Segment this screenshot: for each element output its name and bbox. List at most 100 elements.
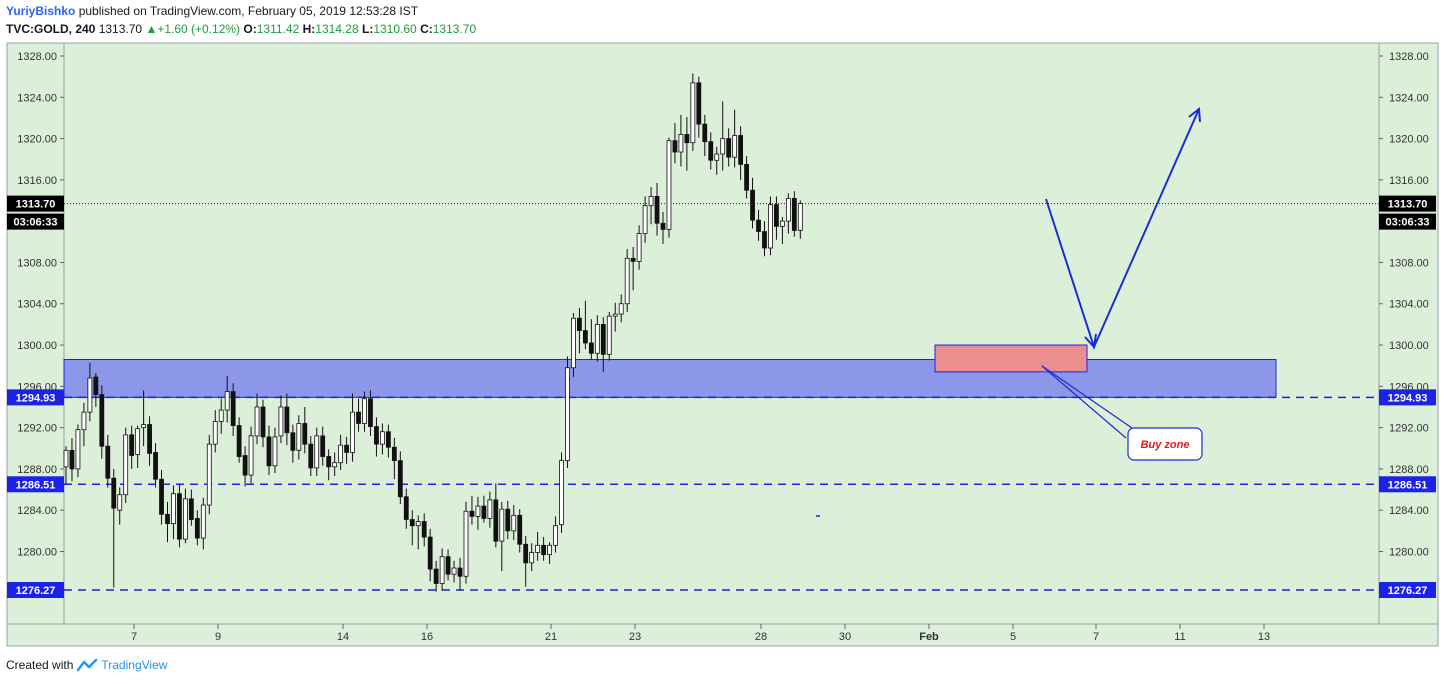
y-tick-label: 1324.00 bbox=[17, 92, 57, 104]
y-tick-label: 1284.00 bbox=[17, 505, 57, 517]
tradingview-brand[interactable]: TradingView bbox=[101, 658, 168, 672]
candle-up bbox=[618, 303, 624, 315]
y-tick-label: 1308.00 bbox=[17, 257, 57, 269]
candle-up bbox=[571, 317, 576, 369]
candle-up bbox=[797, 203, 803, 231]
candle-up bbox=[171, 493, 176, 525]
level-price-label: 1286.51 bbox=[16, 479, 56, 491]
candle-down bbox=[69, 449, 75, 470]
x-tick-label: 30 bbox=[839, 631, 851, 643]
candle-up bbox=[594, 323, 600, 354]
symbol-name: TVC:GOLD, 240 bbox=[6, 22, 96, 36]
candle-down bbox=[266, 436, 272, 467]
candle-up bbox=[362, 398, 367, 424]
x-tick-label: 28 bbox=[755, 631, 767, 643]
candle-down bbox=[427, 536, 433, 570]
candle-down bbox=[177, 493, 182, 540]
y-tick-label: 1328.00 bbox=[17, 51, 57, 63]
candle-up bbox=[338, 444, 344, 464]
x-tick-label: 5 bbox=[1010, 631, 1016, 643]
candle-down bbox=[194, 518, 200, 539]
level-price-label: 1294.93 bbox=[1388, 392, 1428, 404]
callout-text: Buy zone bbox=[1141, 439, 1190, 451]
candle-down bbox=[541, 544, 546, 555]
candle-up bbox=[248, 435, 254, 476]
candle-down bbox=[630, 257, 636, 262]
up-arrow-icon: ▲ bbox=[145, 22, 158, 36]
resistance-zone[interactable] bbox=[63, 358, 1277, 398]
candle-up bbox=[714, 153, 720, 161]
x-tick-label: 14 bbox=[337, 631, 349, 643]
x-tick-label: 9 bbox=[215, 631, 221, 643]
level-price-label: 1276.27 bbox=[1388, 585, 1428, 597]
candle-down bbox=[242, 455, 248, 476]
y-tick-label: 1300.00 bbox=[1389, 340, 1429, 352]
candle-down bbox=[774, 204, 779, 227]
price-chart[interactable]: 1328.00 1328.00 1324.00 1324.00 1320.00 1320.… bbox=[0, 0, 1444, 650]
callout-box[interactable] bbox=[1127, 427, 1203, 461]
candle-down bbox=[600, 323, 606, 355]
y-tick-label: 1280.00 bbox=[17, 546, 57, 558]
buy-zone-callout[interactable]: Buy zone bbox=[1041, 365, 1203, 461]
candle-up bbox=[254, 406, 260, 437]
candle-up bbox=[200, 504, 206, 539]
current-price-label-bg bbox=[1379, 195, 1436, 212]
last-price: 1313.70 bbox=[98, 22, 143, 36]
candle-up bbox=[475, 505, 481, 517]
footer: Created with TradingView bbox=[6, 658, 167, 672]
forecast-path[interactable] bbox=[1045, 107, 1201, 350]
y-tick-label: 1316.00 bbox=[1389, 175, 1429, 187]
buy-zone-box[interactable] bbox=[934, 344, 1088, 373]
x-tick-label: 16 bbox=[421, 631, 433, 643]
candle-down bbox=[129, 434, 135, 456]
candle-down bbox=[493, 499, 499, 542]
y-tick-label: 1284.00 bbox=[1389, 505, 1429, 517]
candle-up bbox=[81, 411, 87, 431]
candle-down bbox=[260, 406, 266, 438]
candle-up bbox=[559, 460, 564, 526]
candle-down bbox=[726, 138, 732, 158]
candle-up bbox=[206, 443, 212, 506]
candle-up bbox=[123, 434, 129, 496]
candle-down bbox=[750, 189, 755, 221]
candle-down bbox=[290, 432, 296, 451]
author-name[interactable]: YuriyBishko bbox=[6, 4, 76, 18]
candle-up bbox=[380, 431, 385, 445]
candle-down bbox=[582, 330, 588, 344]
horizontal-levels[interactable] bbox=[64, 396, 1379, 591]
candle-up bbox=[511, 514, 517, 532]
candle-up bbox=[278, 406, 284, 437]
close-label: C: bbox=[420, 22, 433, 36]
candle-up bbox=[332, 462, 338, 468]
y-tick-label: 1288.00 bbox=[17, 464, 57, 476]
candle-down bbox=[457, 567, 463, 577]
candle-down bbox=[660, 222, 666, 230]
candle-down bbox=[397, 460, 403, 498]
candle-down bbox=[523, 543, 529, 564]
candle-up bbox=[606, 315, 612, 355]
level-price-label: 1276.27 bbox=[16, 585, 56, 597]
candle-up bbox=[780, 220, 785, 227]
price-change: +1.60 (+0.12%) bbox=[157, 22, 241, 36]
candle-up bbox=[636, 233, 642, 262]
candle-up bbox=[439, 556, 445, 584]
candle-down bbox=[481, 505, 487, 519]
candle-down bbox=[791, 198, 797, 231]
candle-down bbox=[308, 443, 314, 469]
candle-down bbox=[577, 317, 582, 331]
candle-up bbox=[535, 544, 541, 553]
candlestick-series bbox=[63, 73, 803, 592]
candle-down bbox=[165, 513, 170, 525]
candle-down bbox=[672, 140, 678, 153]
candle-up bbox=[642, 205, 648, 234]
candle-up bbox=[785, 198, 791, 222]
candle-down bbox=[320, 435, 326, 457]
candle-up bbox=[117, 494, 123, 511]
candle-down bbox=[409, 519, 415, 527]
candle-down bbox=[517, 514, 523, 545]
y-tick-label: 1308.00 bbox=[1389, 257, 1429, 269]
candle-up bbox=[648, 195, 654, 207]
candle-up bbox=[690, 82, 696, 144]
y-tick-label: 1304.00 bbox=[17, 299, 57, 311]
tradingview-logo-icon bbox=[77, 658, 98, 672]
